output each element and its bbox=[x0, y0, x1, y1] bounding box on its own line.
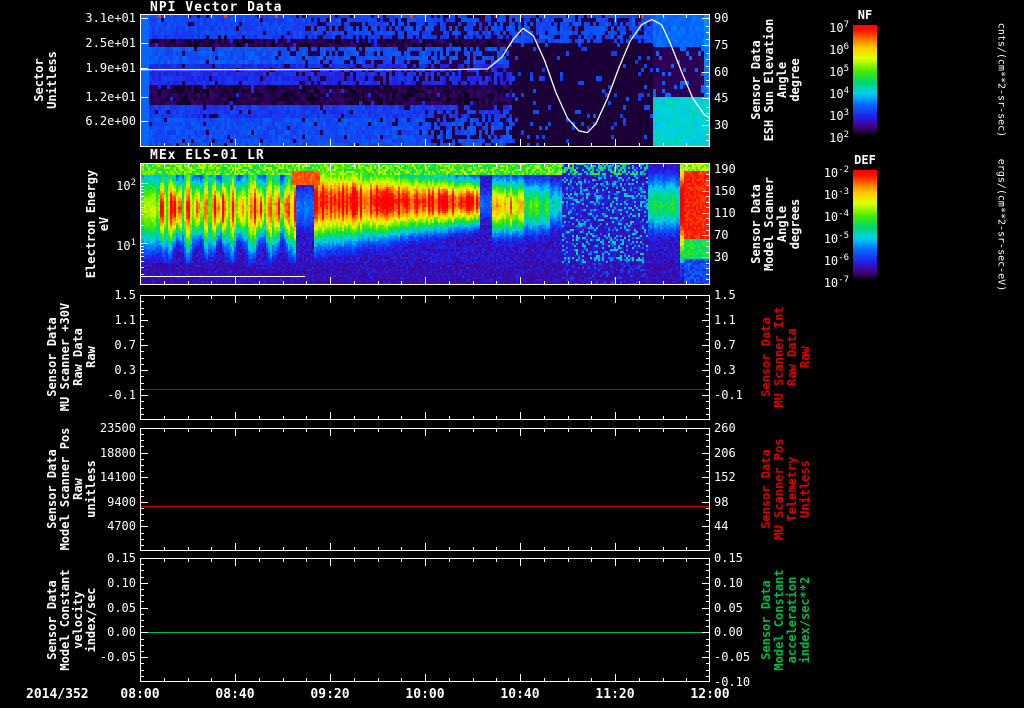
def-colorbar bbox=[853, 170, 877, 280]
left-axis-tick-label: 0.3 bbox=[114, 363, 136, 377]
right-axis-tick-label: 206 bbox=[714, 445, 736, 460]
def-colorbar-units: ergs/(cm**2-sr-sec-eV) bbox=[995, 158, 1007, 292]
right-axis-tick-label: 190 bbox=[714, 161, 736, 176]
colorbar-tick-label: 104 bbox=[829, 86, 849, 101]
left-axis-tick-label: 6.2e+00 bbox=[85, 114, 136, 129]
npi-spectrogram-canvas bbox=[140, 14, 710, 147]
colorbar-tick-label: 10-5 bbox=[823, 231, 849, 246]
right-axis-tick-label: 260 bbox=[714, 421, 736, 435]
colorbar-tick-label: 10-2 bbox=[823, 165, 849, 180]
left-axis-tick-label: 0.7 bbox=[114, 338, 136, 352]
left-axis-tick-label: 0.10 bbox=[107, 575, 136, 590]
left-axis-tick-label: 3.1e+01 bbox=[85, 11, 136, 26]
colorbar-tick-label: 10-3 bbox=[823, 187, 849, 202]
colorbar-tick-label: 105 bbox=[829, 64, 849, 79]
nf-colorbar-label: NF bbox=[857, 8, 873, 22]
left-axis-tick-label: 1.2e+01 bbox=[85, 90, 136, 105]
nf-colorbar bbox=[853, 25, 877, 135]
right-axis-tick-label: 0.7 bbox=[714, 338, 736, 352]
right-axis-tick-label: 0.10 bbox=[714, 575, 743, 590]
right-axis-tick-label: 1.5 bbox=[714, 288, 736, 302]
x-axis-tick-label: 10:00 bbox=[405, 687, 445, 702]
colorbar-tick-label: 103 bbox=[829, 108, 849, 123]
left-axis-tick-label: 18800 bbox=[99, 445, 136, 460]
colorbar-tick-label: 107 bbox=[829, 20, 849, 35]
right-axis-tick-label: 150 bbox=[714, 183, 736, 198]
right-axis-tick-label: -0.05 bbox=[714, 650, 751, 665]
els-spectrogram-canvas bbox=[140, 163, 710, 285]
mu-scanner-30v-plot-canvas bbox=[140, 295, 710, 420]
left-axis-tick-label: 23500 bbox=[99, 421, 136, 435]
left-axis-tick-label: 4700 bbox=[107, 519, 136, 534]
right-axis-tick-label: 0.00 bbox=[714, 625, 743, 640]
right-axis-tick-label: 98 bbox=[714, 494, 729, 509]
panel1-title: NPI Vector Data bbox=[150, 0, 283, 15]
left-axis-tick-label: 9400 bbox=[107, 494, 136, 509]
left-axis-tick-label: -0.05 bbox=[99, 650, 136, 665]
left-axis-tick-label: 1.9e+01 bbox=[85, 61, 136, 76]
colorbar-tick-label: 10-6 bbox=[823, 253, 849, 268]
panel2-title: MEx ELS-01 LR bbox=[150, 148, 265, 163]
colorbar-tick-label: 102 bbox=[829, 130, 849, 145]
right-axis-tick-label: 152 bbox=[714, 470, 736, 485]
right-axis-tick-label: 75 bbox=[714, 37, 729, 52]
x-axis-tick-label: 08:00 bbox=[120, 687, 160, 702]
colorbar-tick-label: 10-7 bbox=[823, 275, 849, 290]
left-axis-tick-label: 2.5e+01 bbox=[85, 36, 136, 51]
x-axis-tick-label: 12:00 bbox=[690, 687, 730, 702]
model-scanner-pos-plot-canvas bbox=[140, 428, 710, 551]
right-axis-tick-label: 1.1 bbox=[714, 313, 736, 327]
right-axis-tick-label: -0.1 bbox=[714, 388, 743, 402]
right-axis-tick-label: 30 bbox=[714, 250, 729, 265]
left-axis-tick-label: 1.5 bbox=[114, 288, 136, 302]
x-axis-tick-label: 11:20 bbox=[595, 687, 635, 702]
left-axis-tick-label: 1.1 bbox=[114, 313, 136, 327]
right-axis-tick-label: 45 bbox=[714, 91, 729, 106]
date-label: 2014/352 bbox=[26, 687, 89, 702]
x-axis-tick-label: 08:40 bbox=[215, 687, 255, 702]
left-axis-tick-label: 101 bbox=[116, 238, 136, 254]
right-axis-tick-label: -0.10 bbox=[714, 675, 751, 689]
left-axis-tick-label: -0.1 bbox=[107, 388, 136, 402]
right-axis-tick-label: 0.15 bbox=[714, 551, 743, 565]
x-axis-tick-label: 10:40 bbox=[500, 687, 540, 702]
left-axis-tick-label: 0.00 bbox=[107, 625, 136, 640]
left-axis-tick-label: 0.15 bbox=[107, 551, 136, 565]
left-axis-tick-label: 102 bbox=[116, 177, 136, 193]
right-axis-tick-label: 90 bbox=[714, 10, 729, 25]
left-axis-tick-label: 0.05 bbox=[107, 600, 136, 615]
nf-colorbar-units: cnts/(cm**2-sr-sec) bbox=[995, 22, 1007, 138]
right-axis-tick-label: 110 bbox=[714, 205, 736, 220]
right-axis-tick-label: 70 bbox=[714, 228, 729, 243]
right-axis-tick-label: 30 bbox=[714, 118, 729, 133]
right-axis-tick-label: 0.3 bbox=[714, 363, 736, 377]
right-axis-tick-label: 44 bbox=[714, 519, 729, 534]
right-axis-tick-label: 60 bbox=[714, 64, 729, 79]
def-colorbar-label: DEF bbox=[854, 153, 876, 167]
x-axis-tick-label: 09:20 bbox=[310, 687, 350, 702]
right-axis-tick-label: 0.05 bbox=[714, 600, 743, 615]
colorbar-tick-label: 10-4 bbox=[823, 209, 849, 224]
colorbar-tick-label: 106 bbox=[829, 42, 849, 57]
model-constant-velocity-plot-canvas bbox=[140, 558, 710, 682]
left-axis-tick-label: 14100 bbox=[99, 470, 136, 485]
